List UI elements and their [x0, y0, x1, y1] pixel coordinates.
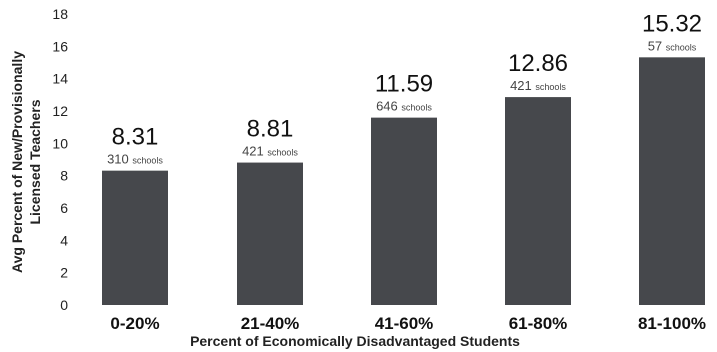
bar-value-label: 15.32 [642, 10, 702, 37]
bar-value-label: 8.81 [247, 116, 294, 143]
y-tick-label: 0 [60, 297, 68, 313]
bar [102, 170, 168, 305]
bar-school-count-label: 421 schools [242, 144, 298, 159]
bar [505, 97, 571, 305]
school-count-unit: schools [535, 82, 566, 92]
y-axis-label: Avg Percent of New/Provisionally License… [9, 51, 43, 273]
y-tick-label: 18 [52, 6, 68, 22]
bar-school-count-label: 421 schools [510, 78, 566, 93]
bars-group [102, 57, 705, 306]
y-tick-label: 14 [52, 71, 68, 87]
y-axis-label-line1: Avg Percent of New/Provisionally [9, 51, 25, 273]
school-count: 421 [242, 144, 267, 159]
school-count: 421 [510, 78, 535, 93]
school-count-unit: schools [401, 103, 432, 113]
x-axis-label: Percent of Economically Disadvantaged St… [190, 333, 520, 349]
y-axis-label-line2: Licensed Teachers [27, 99, 43, 224]
y-tick-label: 8 [60, 168, 68, 184]
x-tick-label: 0-20% [110, 314, 159, 333]
bar [639, 57, 705, 306]
bar-value-label: 8.31 [112, 124, 159, 151]
school-count: 57 [648, 38, 666, 53]
bar-value-label: 12.86 [508, 50, 568, 77]
y-tick-label: 10 [52, 135, 68, 151]
bar-value-label: 11.59 [375, 71, 433, 98]
x-tick-label: 61-80% [509, 314, 568, 333]
x-tick-label: 21-40% [241, 314, 300, 333]
y-axis: 0 2 4 6 8 10 12 14 16 18 [52, 6, 68, 313]
bar-school-count-label: 310 schools [107, 152, 163, 167]
x-tick-label: 41-60% [375, 314, 434, 333]
y-tick-label: 12 [52, 103, 68, 119]
bar [237, 162, 303, 305]
y-tick-label: 2 [60, 265, 68, 281]
bar [371, 117, 437, 306]
school-count-unit: schools [666, 42, 697, 52]
y-tick-label: 4 [60, 232, 68, 248]
y-tick-label: 16 [52, 38, 68, 54]
school-count-unit: schools [267, 148, 298, 158]
x-axis: 0-20% 21-40% 41-60% 61-80% 81-100% [110, 314, 706, 333]
school-count: 646 [376, 99, 401, 114]
school-count: 310 [107, 152, 132, 167]
y-tick-label: 6 [60, 200, 68, 216]
school-count-unit: schools [132, 156, 163, 166]
bar-school-count-label: 646 schools [376, 99, 432, 114]
x-tick-label: 81-100% [638, 314, 706, 333]
bar-school-count-label: 57 schools [648, 38, 697, 53]
